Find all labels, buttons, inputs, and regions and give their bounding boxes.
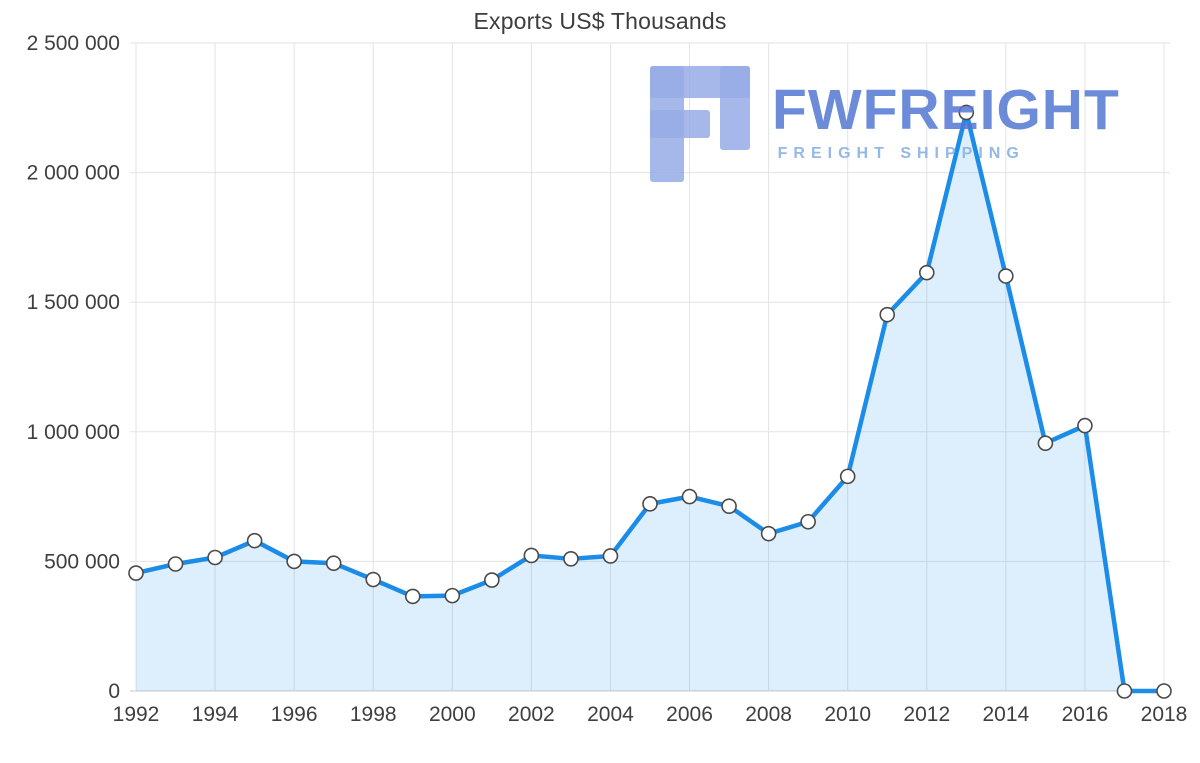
data-point-marker bbox=[918, 264, 935, 281]
data-point-marker bbox=[721, 498, 737, 514]
y-tick-label: 0 bbox=[108, 680, 120, 703]
x-tick-label: 2018 bbox=[1141, 703, 1188, 726]
data-point-marker bbox=[444, 587, 461, 604]
data-point-marker bbox=[1156, 683, 1172, 699]
data-point-marker bbox=[167, 556, 184, 572]
data-point-marker bbox=[958, 104, 975, 121]
x-tick-label: 2002 bbox=[508, 703, 555, 726]
x-tick-label: 2008 bbox=[745, 703, 792, 726]
x-tick-label: 2000 bbox=[429, 703, 476, 726]
data-point-marker bbox=[286, 553, 302, 570]
x-tick-label: 1994 bbox=[192, 703, 239, 726]
y-tick-label: 1 000 000 bbox=[27, 421, 120, 444]
data-point-marker bbox=[998, 268, 1014, 284]
data-point-marker bbox=[602, 548, 619, 564]
x-tick-label: 2012 bbox=[903, 703, 950, 726]
data-point-marker bbox=[839, 468, 856, 485]
data-point-marker bbox=[563, 551, 579, 567]
data-point-marker bbox=[128, 565, 144, 581]
y-tick-label: 1 500 000 bbox=[27, 291, 120, 314]
x-tick-label: 2016 bbox=[1062, 703, 1109, 726]
x-tick-label: 2014 bbox=[982, 703, 1029, 726]
data-point-marker bbox=[681, 488, 698, 505]
area-fill bbox=[136, 112, 1164, 692]
data-point-marker bbox=[246, 532, 263, 549]
data-point-marker bbox=[325, 555, 342, 572]
data-point-marker bbox=[760, 525, 777, 542]
data-point-marker bbox=[879, 306, 896, 323]
data-point-marker bbox=[1037, 435, 1054, 452]
chart-title: Exports US$ Thousands bbox=[473, 8, 727, 34]
data-point-marker bbox=[484, 572, 500, 588]
x-tick-label: 2010 bbox=[824, 703, 871, 726]
data-point-marker bbox=[800, 513, 816, 530]
data-point-marker bbox=[207, 549, 223, 566]
data-point-marker bbox=[523, 547, 540, 564]
data-point-marker bbox=[1116, 683, 1133, 699]
y-tick-label: 2 000 000 bbox=[27, 162, 120, 185]
y-tick-label: 2 500 000 bbox=[27, 32, 120, 55]
data-point-marker bbox=[365, 571, 382, 588]
data-point-marker bbox=[404, 588, 421, 605]
data-point-marker bbox=[642, 496, 658, 512]
data-point-marker bbox=[1077, 417, 1093, 434]
x-tick-label: 1998 bbox=[350, 703, 397, 726]
x-tick-label: 1996 bbox=[271, 703, 318, 726]
y-tick-label: 500 000 bbox=[44, 550, 120, 573]
x-tick-label: 2006 bbox=[666, 703, 713, 726]
x-tick-label: 1992 bbox=[113, 703, 160, 726]
x-tick-label: 2004 bbox=[587, 703, 634, 726]
